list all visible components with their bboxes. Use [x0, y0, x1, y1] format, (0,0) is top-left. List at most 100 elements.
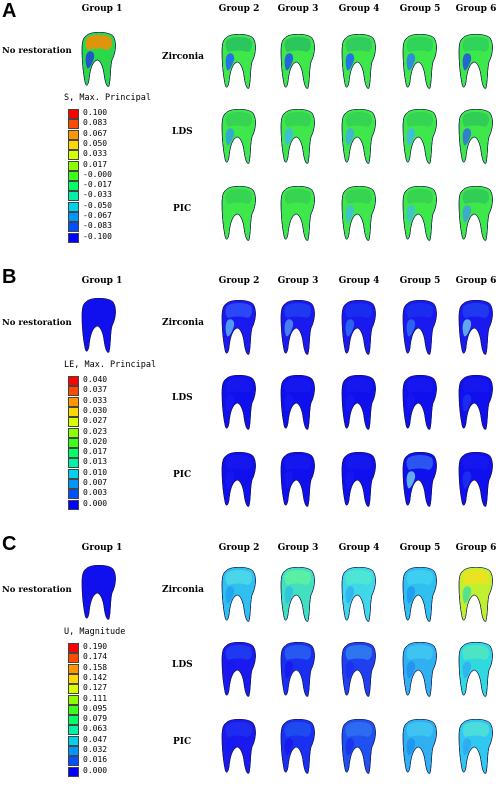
panel-label: A — [2, 0, 17, 22]
legend-value: 0.040 — [83, 375, 108, 384]
legend-entry: 0.003 — [68, 488, 158, 500]
legend-value: 0.190 — [83, 642, 108, 651]
legend-value: -0.050 — [83, 200, 112, 210]
tooth-zirconia-group-6 — [458, 299, 493, 355]
legend-swatch — [68, 746, 79, 756]
material-label-zirconia: Zirconia — [162, 585, 205, 595]
legend-entry: 0.020 — [68, 436, 158, 448]
tooth-lds-group-3 — [280, 641, 315, 697]
legend-value: 0.010 — [83, 467, 108, 477]
legend-entry: -0.083 — [68, 221, 158, 233]
legend-entry: 0.007 — [68, 478, 158, 489]
legend-swatch — [68, 406, 79, 417]
tooth-lds-group-6 — [458, 641, 493, 697]
legend-swatch — [68, 468, 79, 479]
tooth-pic-group-3 — [280, 718, 315, 774]
tooth-no-restoration — [81, 564, 116, 620]
group-header-4: Group 4 — [338, 276, 380, 286]
legend-entry: 0.010 — [68, 467, 158, 479]
legend-entry: 0.033 — [68, 149, 158, 161]
legend-value: 0.007 — [83, 478, 108, 487]
material-label-zirconia: Zirconia — [162, 318, 205, 328]
legend-swatch — [68, 663, 79, 674]
legend-swatch — [68, 160, 79, 171]
group-header-3: Group 3 — [277, 4, 319, 14]
legend-entry: -0.017 — [68, 180, 158, 192]
group-header-6: Group 6 — [455, 4, 497, 14]
legend-swatch — [68, 119, 79, 130]
legend-swatch — [68, 181, 79, 192]
group-header-3: Group 3 — [277, 276, 319, 286]
tooth-zirconia-group-3 — [280, 566, 315, 622]
legend-swatch — [68, 766, 79, 777]
tooth-pic-group-6 — [458, 185, 493, 241]
group-header-5: Group 5 — [399, 4, 441, 14]
no-restoration-label: No restoration — [2, 318, 72, 328]
material-label-lds: LDS — [172, 393, 193, 403]
legend-swatch — [68, 212, 79, 222]
panel-c: C Group 1 Group 2 Group 3 Group 4 Group 5 Grou… — [0, 533, 498, 799]
tooth-pic-group-2 — [221, 185, 256, 241]
legend-swatch — [68, 150, 79, 161]
legend-value: 0.027 — [83, 416, 108, 426]
legend-swatch — [68, 139, 79, 150]
legend-value: 0.100 — [83, 108, 108, 117]
legend-swatch — [68, 653, 79, 664]
legend-entry: 0.000 — [68, 498, 158, 510]
group-header-6: Group 6 — [455, 276, 497, 286]
legend-entry: 0.016 — [68, 755, 158, 767]
legend-entry: 0.017 — [68, 160, 158, 171]
legend-value: 0.000 — [83, 765, 108, 775]
legend-value: 0.000 — [83, 498, 108, 508]
legend-swatch — [68, 396, 79, 407]
legend-value: 0.063 — [83, 724, 108, 734]
legend-swatch — [68, 222, 79, 233]
tooth-lds-group-4 — [341, 374, 376, 430]
group-header-1: Group 1 — [81, 543, 123, 553]
legend-value: 0.158 — [83, 662, 108, 672]
legend-value: 0.030 — [83, 405, 108, 415]
legend-value: 0.020 — [83, 436, 108, 446]
tooth-zirconia-group-4 — [341, 299, 376, 355]
legend-value: 0.003 — [83, 488, 108, 498]
group-header-1: Group 1 — [81, 276, 123, 286]
tooth-lds-group-2 — [221, 108, 256, 164]
tooth-pic-group-2 — [221, 451, 256, 507]
legend-swatch — [68, 756, 79, 767]
legend-title: S, Max. Principal — [64, 93, 151, 103]
material-label-pic: PIC — [173, 470, 192, 480]
tooth-zirconia-group-2 — [221, 566, 256, 622]
legend-swatch — [68, 386, 79, 397]
legend-entry: 0.127 — [68, 683, 158, 695]
legend-value: 0.095 — [83, 703, 108, 713]
legend-entry: 0.027 — [68, 416, 158, 428]
tooth-no-restoration — [81, 297, 116, 353]
tooth-lds-group-2 — [221, 374, 256, 430]
legend-value: 0.032 — [83, 745, 108, 754]
legend-swatch — [68, 129, 79, 140]
tooth-lds-group-6 — [458, 108, 493, 164]
legend-entry: 0.158 — [68, 662, 158, 674]
group-header-1: Group 1 — [81, 4, 123, 14]
legend-entry: 0.083 — [68, 118, 158, 130]
material-label-lds: LDS — [172, 127, 193, 137]
legend-entry: 0.111 — [68, 694, 158, 705]
group-header-6: Group 6 — [455, 543, 497, 553]
legend-entry: -0.000 — [68, 170, 158, 181]
tooth-lds-group-2 — [221, 641, 256, 697]
legend-value: 0.047 — [83, 734, 108, 744]
material-label-zirconia: Zirconia — [162, 52, 205, 62]
legend-swatch — [68, 458, 79, 469]
legend-swatch — [68, 704, 79, 715]
tooth-pic-group-3 — [280, 451, 315, 507]
legend-title: U, Magnitude — [64, 627, 126, 637]
legend-swatch — [68, 417, 79, 428]
legend-entry: 0.050 — [68, 139, 158, 150]
legend-entry: 0.040 — [68, 375, 158, 386]
panel-label: B — [2, 266, 17, 288]
legend-swatch — [68, 499, 79, 510]
tooth-pic-group-4 — [341, 451, 376, 507]
legend-value: 0.037 — [83, 385, 108, 395]
legend-swatch — [68, 170, 79, 181]
tooth-zirconia-group-4 — [341, 566, 376, 622]
